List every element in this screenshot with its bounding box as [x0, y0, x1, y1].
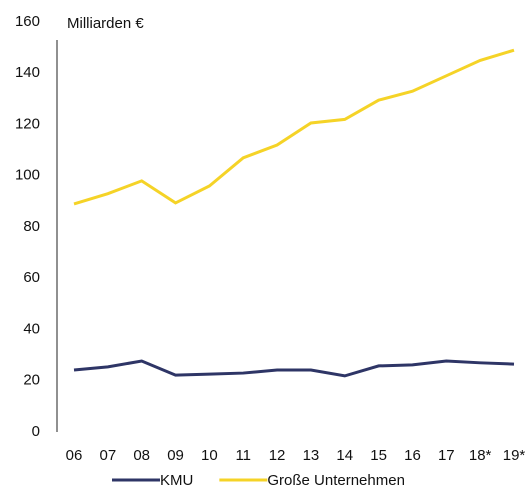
- x-tick-label: 09: [167, 447, 184, 464]
- x-tick-label: 18*: [469, 447, 492, 464]
- x-tick-label: 07: [100, 447, 117, 464]
- y-tick-label: 80: [23, 218, 40, 235]
- y-tick-label: 60: [23, 269, 40, 286]
- y-tick-label: 120: [15, 115, 40, 132]
- series-line: [73, 48, 515, 206]
- x-tick-label: 14: [336, 447, 353, 464]
- x-tick-label: 11: [235, 447, 251, 464]
- y-tick-label: 40: [23, 320, 40, 337]
- x-tick-label: 17: [438, 447, 455, 464]
- x-tick-label: 15: [370, 447, 387, 464]
- x-tick-label: 19*: [503, 447, 526, 464]
- x-tick-label: 13: [303, 447, 320, 464]
- y-tick-label: 100: [15, 167, 40, 184]
- x-tick-label: 16: [404, 447, 421, 464]
- legend-label: Große Unternehmen: [267, 472, 405, 488]
- y-tick-label: 140: [15, 64, 40, 81]
- x-tick-label: 06: [66, 447, 83, 464]
- y-axis-label: Milliarden €: [67, 15, 144, 32]
- y-tick-label: 0: [32, 423, 40, 440]
- series-line: [73, 359, 515, 378]
- y-tick-label: 160: [15, 13, 40, 30]
- legend-label: KMU: [160, 472, 193, 488]
- y-tick-label: 20: [23, 372, 40, 389]
- x-tick-label: 08: [133, 447, 150, 464]
- x-tick-label: 12: [269, 447, 286, 464]
- x-tick-label: 10: [201, 447, 218, 464]
